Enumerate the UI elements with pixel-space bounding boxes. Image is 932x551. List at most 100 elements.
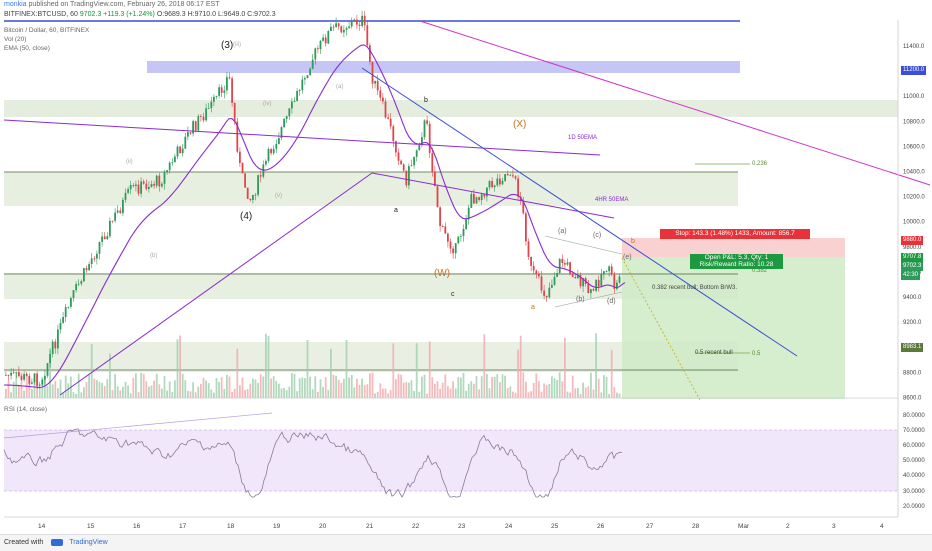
- volume-bar: [387, 393, 389, 398]
- candle-body: [31, 382, 33, 384]
- volume-bar: [389, 390, 392, 398]
- candle-body: [109, 220, 111, 237]
- volume-bar: [421, 376, 423, 398]
- volume-bar: [496, 374, 499, 398]
- candle-body: [509, 175, 512, 177]
- candle-body: [137, 184, 140, 194]
- stop-label[interactable]: Stop: 143.3 (1.48%) 1433, Amount: 856.7: [660, 229, 810, 239]
- sub-wave-b: (b): [150, 253, 158, 259]
- candle-body: [200, 116, 202, 117]
- candle-body: [441, 226, 444, 227]
- volume-bar: [231, 391, 233, 398]
- legend-rsi[interactable]: RSI (14, close): [4, 406, 47, 413]
- volume-bar: [179, 335, 181, 398]
- candle-body: [116, 210, 119, 213]
- volume-bar: [272, 376, 275, 398]
- legend-ema[interactable]: EMA (50, close): [4, 45, 50, 52]
- candle-body: [595, 280, 597, 291]
- volume-bar: [467, 383, 470, 398]
- ema-4h-label: 4HR 50EMA: [595, 197, 629, 203]
- volume-bar: [31, 389, 33, 398]
- candle-body: [236, 121, 239, 152]
- candle-body: [483, 194, 486, 197]
- volume-bar: [291, 373, 293, 398]
- candle-body: [244, 173, 246, 188]
- candle-body: [350, 21, 353, 27]
- volume-bar: [551, 376, 553, 398]
- price-tick-label: 10000.0: [903, 220, 925, 226]
- candle-body: [348, 26, 350, 29]
- tradingview-logo-icon[interactable]: [51, 538, 64, 546]
- chart-canvas[interactable]: 80.0000 70.0000 60.0000 50.0000 40.0000 30.00…: [0, 0, 932, 534]
- volume-bar: [194, 392, 197, 398]
- candle-body: [363, 15, 366, 26]
- volume-bar: [499, 382, 501, 398]
- candle-body: [231, 78, 233, 103]
- volume-bar: [558, 372, 561, 398]
- volume-bar: [309, 376, 311, 398]
- volume-bar: [418, 391, 421, 398]
- wave-label-b: b: [424, 97, 428, 104]
- volume-bar: [522, 372, 525, 398]
- legend-title[interactable]: Bitcoin / Dollar, 60, BITFINEX: [4, 27, 90, 34]
- volume-bar: [350, 375, 353, 398]
- candle-body: [605, 271, 608, 272]
- volume-bar: [348, 377, 350, 398]
- candle-body: [259, 175, 262, 177]
- volume-bar: [392, 343, 395, 398]
- candle-body: [252, 194, 254, 201]
- candle-body: [129, 185, 132, 190]
- volume-bar: [475, 375, 478, 398]
- volume-bar: [96, 380, 98, 398]
- legend-volume[interactable]: Vol (20): [4, 36, 27, 43]
- volume-bar: [233, 388, 236, 398]
- volume-bar: [161, 388, 163, 398]
- candle-body: [207, 108, 210, 109]
- symbol-name[interactable]: BITFINEX:BTCUSD, 60: [4, 11, 78, 18]
- candle-body: [314, 48, 317, 60]
- candle-body: [434, 171, 436, 187]
- candle-body: [324, 37, 327, 44]
- candle-body: [166, 170, 168, 172]
- candle-body: [77, 283, 80, 285]
- author-link[interactable]: monkia: [4, 1, 27, 8]
- wave-label-e-paren: (e): [623, 254, 632, 261]
- candle-body: [304, 78, 306, 80]
- candle-body: [457, 236, 460, 244]
- candle-body: [210, 101, 213, 109]
- candle-body: [418, 145, 421, 151]
- candle-body: [44, 375, 46, 380]
- candle-body: [426, 120, 428, 124]
- price-tick-label: 11400.0: [903, 44, 925, 50]
- candle-body: [226, 77, 228, 91]
- candle-body: [161, 183, 163, 187]
- candle-body: [387, 117, 389, 119]
- candle-body: [574, 277, 577, 279]
- rsi-tick-label: 30.0000: [903, 489, 925, 495]
- candle-body: [337, 23, 340, 27]
- pnl-label[interactable]: Open P&L: 5.3, Qty: 1 Risk/Reward Ratio:…: [690, 254, 783, 269]
- candle-body: [140, 181, 142, 194]
- volume-bar: [166, 390, 168, 398]
- ema-1d-line: [3, 119, 601, 156]
- candle-body: [70, 297, 72, 307]
- candle-body: [525, 213, 527, 242]
- volume-bar: [545, 384, 548, 398]
- published-text: published on TradingView.com, February 2…: [28, 1, 220, 8]
- volume-bar: [148, 386, 150, 398]
- pnl-line-1: Open P&L: 5.3, Qty: 1: [704, 254, 769, 261]
- tradingview-brand[interactable]: TradingView: [69, 539, 108, 546]
- candle-body: [257, 175, 259, 195]
- sub-wave-iii: (iii): [233, 42, 241, 48]
- candle-body: [12, 372, 15, 374]
- candle-body: [522, 200, 525, 214]
- volume-bar: [296, 391, 298, 398]
- candle-body: [465, 219, 467, 229]
- volume-bar: [244, 389, 246, 398]
- volume-bar: [93, 378, 96, 398]
- stop-loss-area: [622, 238, 845, 257]
- volume-bar: [205, 380, 207, 398]
- volume-bar: [441, 382, 444, 398]
- candle-body: [332, 26, 335, 28]
- candle-body: [194, 121, 197, 131]
